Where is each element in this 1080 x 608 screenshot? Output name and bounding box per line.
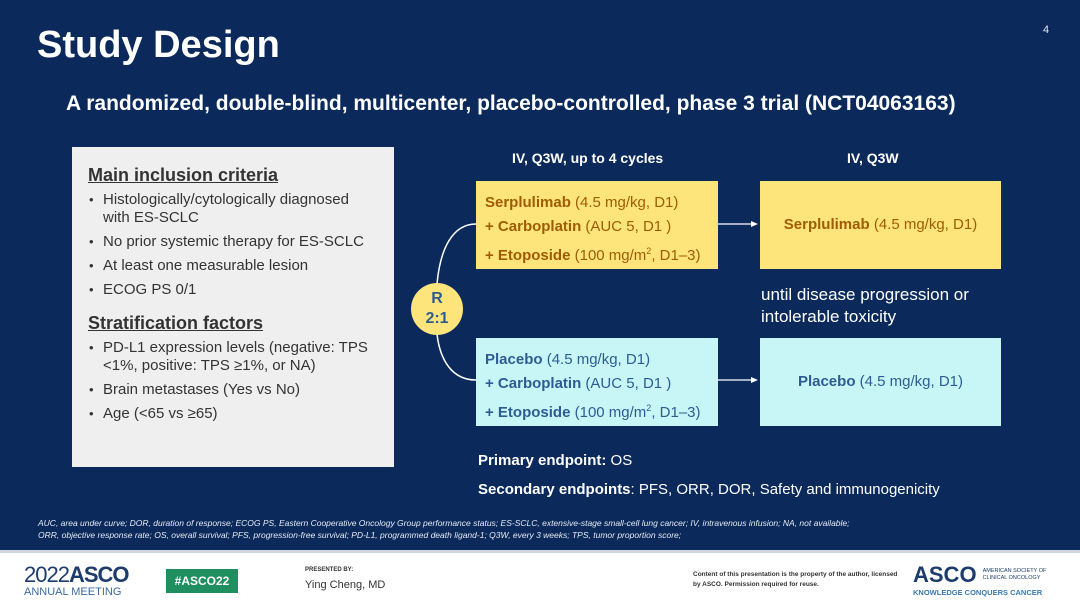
arm2-maintenance-box: Placebo (4.5 mg/kg, D1): [760, 338, 1001, 426]
superscript: 2: [646, 246, 652, 256]
superscript: 2: [646, 403, 652, 413]
slide-title: Study Design: [37, 24, 280, 66]
footnote-line: AUC, area under curve; DOR, duration of …: [38, 518, 850, 528]
list-item: PD-L1 expression levels (negative: TPS <…: [88, 339, 378, 375]
connector-line: [436, 333, 477, 381]
dose: (AUC 5, D1 ): [581, 218, 672, 235]
arm1-induction-box: Serplulimab (4.5 mg/kg, D1) + Carboplati…: [476, 181, 718, 269]
list-item: ECOG PS 0/1: [88, 281, 378, 299]
dose: , D1–3): [651, 404, 701, 421]
drug-name: + Etoposide: [485, 404, 571, 421]
drug-name: Serplulimab: [783, 216, 870, 233]
drug-name: Placebo: [797, 373, 856, 390]
primary-endpoint: Primary endpoint: OS: [478, 452, 632, 469]
footnote-line: ORR, objective response rate; OS, overal…: [38, 530, 682, 540]
abbreviations-footnote: AUC, area under curve; DOR, duration of …: [38, 517, 1048, 541]
presenter-name: Ying Cheng, MD: [305, 579, 386, 591]
randomization-label: R: [431, 290, 443, 307]
dose: (4.5 mg/kg, D1): [869, 216, 978, 233]
asco-annual-meeting-logo: 2022ASCO ANNUAL MEETING: [24, 562, 130, 599]
asco-tagline: KNOWLEDGE CONQUERS CANCER: [913, 588, 1043, 597]
asco-wordmark: ASCO: [913, 562, 977, 587]
page-number: 4: [1043, 24, 1050, 36]
flow-connectors: [436, 221, 758, 383]
randomization-ratio: 2:1: [425, 310, 449, 327]
arrow-head-icon: [751, 221, 758, 227]
logo-asco: ASCO: [68, 562, 130, 587]
dose: (4.5 mg/kg, D1): [542, 351, 651, 368]
secondary-endpoints: Secondary endpoints: PFS, ORR, DOR, Safe…: [478, 481, 940, 498]
logo-meeting: ANNUAL MEETING: [24, 586, 122, 598]
dose: (AUC 5, D1 ): [581, 375, 672, 392]
dose: (4.5 mg/kg, D1): [855, 373, 964, 390]
drug-name: + Etoposide: [485, 247, 571, 264]
asco-logo: ASCO AMERICAN SOCIETY OF CLINICAL ONCOLOG…: [913, 562, 1051, 597]
phase1-header: IV, Q3W, up to 4 cycles: [512, 150, 664, 166]
connector-line: [436, 223, 477, 285]
drug-name: + Carboplatin: [485, 375, 582, 392]
primary-endpoint-value: OS: [606, 452, 633, 469]
list-item: No prior systemic therapy for ES-SCLC: [88, 233, 378, 251]
stratification-heading: Stratification factors: [88, 313, 264, 333]
slide: Study Design 4 A randomized, double-blin…: [0, 0, 1080, 550]
duration-note: until disease progression or intolerable…: [761, 285, 969, 326]
list-item: At least one measurable lesion: [88, 257, 378, 275]
arrow-head-icon: [751, 377, 758, 383]
randomization-circle: R 2:1: [411, 283, 463, 335]
list-item: Brain metastases (Yes vs No): [88, 381, 378, 399]
secondary-endpoints-label: Secondary endpoints: [478, 481, 631, 498]
dose: (100 mg/m: [570, 247, 647, 264]
phase2-header: IV, Q3W: [847, 150, 899, 166]
arm1-maintenance-box: Serplulimab (4.5 mg/kg, D1): [760, 181, 1001, 269]
copyright-notice: Content of this presentation is the prop…: [693, 571, 898, 588]
dose: (4.5 mg/kg, D1): [570, 194, 679, 211]
drug-name: Serplulimab: [485, 194, 571, 211]
drug-name: Placebo: [485, 351, 543, 368]
dose: , D1–3): [651, 247, 701, 264]
dose: (100 mg/m: [570, 404, 647, 421]
arm2-induction-box: Placebo (4.5 mg/kg, D1) + Carboplatin (A…: [476, 338, 718, 426]
footer-bar: 2022ASCO ANNUAL MEETING #ASCO22 PRESENTE…: [0, 550, 1080, 608]
asco-society-name: AMERICAN SOCIETY OF CLINICAL ONCOLOGY: [982, 568, 1047, 581]
presented-by-label: PRESENTED BY:: [305, 567, 354, 573]
primary-endpoint-label: Primary endpoint:: [478, 452, 607, 469]
list-item: Age (<65 vs ≥65): [88, 405, 378, 423]
drug-name: + Carboplatin: [485, 218, 582, 235]
secondary-endpoints-value: : PFS, ORR, DOR, Safety and immunogenici…: [630, 481, 940, 498]
logo-year: 2022: [24, 562, 70, 587]
inclusion-heading: Main inclusion criteria: [88, 165, 279, 185]
criteria-panel: Main inclusion criteria Histologically/c…: [72, 147, 394, 467]
hashtag-badge: #ASCO22: [166, 569, 238, 593]
slide-subtitle: A randomized, double-blind, multicenter,…: [66, 92, 956, 115]
list-item: Histologically/cytologically diagnosed w…: [88, 191, 378, 227]
